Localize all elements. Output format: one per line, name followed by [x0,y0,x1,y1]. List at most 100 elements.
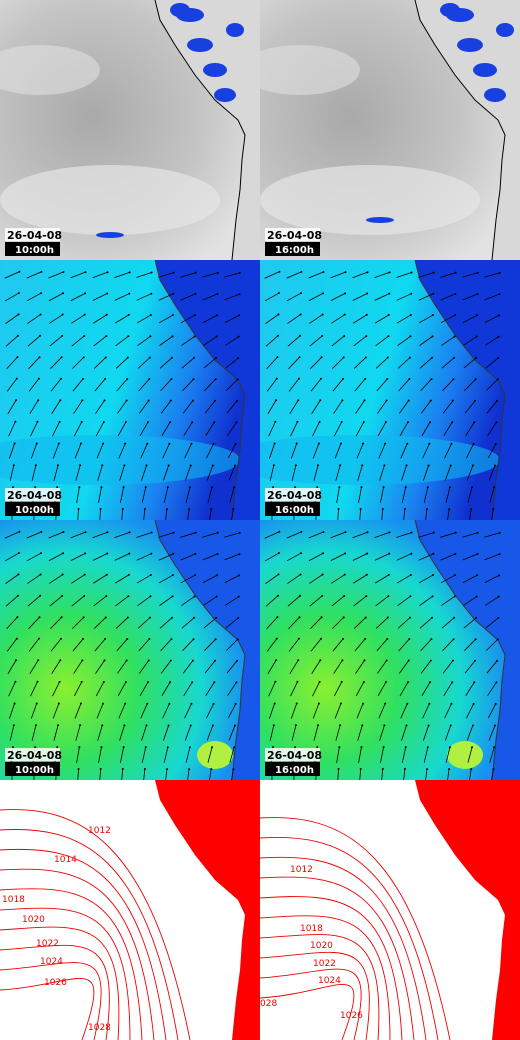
wind-arrow-head [82,616,85,619]
wind-arrow [9,465,15,481]
wind-arrow [202,553,218,561]
wind-arrow-head [318,420,321,423]
map-panel [0,260,260,520]
wind-arrow-head [361,724,364,727]
wind-arrow-head [236,399,239,402]
wind-arrow-head [494,442,497,445]
wind-arrow-head [78,486,81,489]
isobar [260,915,391,1040]
wind-arrow-head [362,442,365,445]
wind-arrow-head [61,313,64,316]
wind-arrow [184,703,192,719]
wind-arrow-head [384,702,387,705]
wind-arrow [225,357,239,369]
cloud [0,45,100,95]
wind-arrow-head [454,314,457,317]
wind-arrow-head [294,724,297,727]
wind-arrow [464,660,476,674]
wind-arrow-head [147,399,150,402]
wind-arrow-head [99,508,102,511]
wind-arrow [76,487,80,503]
wind-arrow-head [127,595,130,598]
wind-arrow [182,400,194,414]
wind-arrow [227,682,237,696]
wind-arrow-head [277,573,280,576]
wind-arrow [419,596,433,606]
wind-arrow [286,271,302,279]
wind-arrow-head [276,356,279,359]
wind-arrow [30,681,38,697]
wind-arrow-head [339,724,342,727]
wind-arrow-head [274,420,277,423]
time-label: 10:00h [15,505,54,516]
wind-arrow [380,487,384,503]
wind-arrow [308,552,324,562]
wind-arrow-head [172,531,175,534]
wind-arrow-head [80,680,83,683]
wind-arrow-head [472,442,475,445]
wind-arrow [440,293,456,301]
wind-arrow-head [294,486,297,489]
isobar-label: 028 [260,999,277,1009]
wind-arrow [420,660,432,674]
date-label: 26-04-08 [7,489,62,502]
wind-arrow-head [276,616,279,619]
wind-arrow [332,617,344,629]
wind-arrow-head [232,768,235,771]
time-label: 16:00h [275,505,314,516]
wind-arrow-head [408,616,411,619]
wind-arrow-head [172,552,175,555]
wind-arrow [120,487,124,503]
wind-arrow [27,314,41,324]
wind-arrow-head [147,659,150,662]
wind-arrow-head [233,486,236,489]
wind-arrow-head [498,293,501,296]
wind-arrow [29,659,39,675]
wind-arrow [226,660,238,674]
wind-arrow [49,595,63,607]
wind-arrow [397,335,411,347]
wind-arrow-head [407,421,410,424]
cloud [0,165,220,235]
wind-arrow [396,272,412,278]
wind-arrow [225,617,239,629]
rain-cloud [170,3,190,17]
wind-arrow [358,487,362,503]
wind-arrow-head [432,552,435,555]
wind-arrow [462,532,478,538]
wind-arrow [377,660,387,674]
isobar-label: 1014 [54,855,77,865]
wind-arrow-head [18,530,21,533]
wind-arrow-head [39,313,42,316]
wind-arrow [72,617,84,629]
wind-arrow [485,617,499,629]
wind-arrow-head [146,442,149,445]
isobar-label: 1012 [290,865,313,875]
wind-arrow-head [148,378,151,381]
wind-arrow-head [454,552,457,555]
wind-arrow-head [58,420,61,423]
wind-arrow-head [211,724,214,727]
wind-arrow [308,271,324,279]
wind-arrow [7,399,17,415]
wind-arrow [163,487,169,503]
wind-arrow-head [149,573,152,576]
wind-arrow-head [498,531,501,534]
wind-arrow-head [233,746,236,749]
wind-arrow-head [342,356,345,359]
isobar-label: 1024 [40,957,63,967]
wind-arrow [228,465,236,481]
wind-arrow-head [12,746,15,749]
wind-arrow-head [79,464,82,467]
wind-arrow-head [473,681,476,684]
wind-arrow-head [454,271,457,274]
wind-arrow [8,421,16,437]
wind-arrow [422,703,430,719]
wind-arrow [398,400,410,414]
wind-arrow-head [342,637,345,640]
wind-arrow-head [211,486,214,489]
wind-arrow-head [321,313,324,316]
wind-arrow-head [321,594,324,597]
wind-arrow [381,768,384,780]
wind-arrow-head [16,616,19,619]
